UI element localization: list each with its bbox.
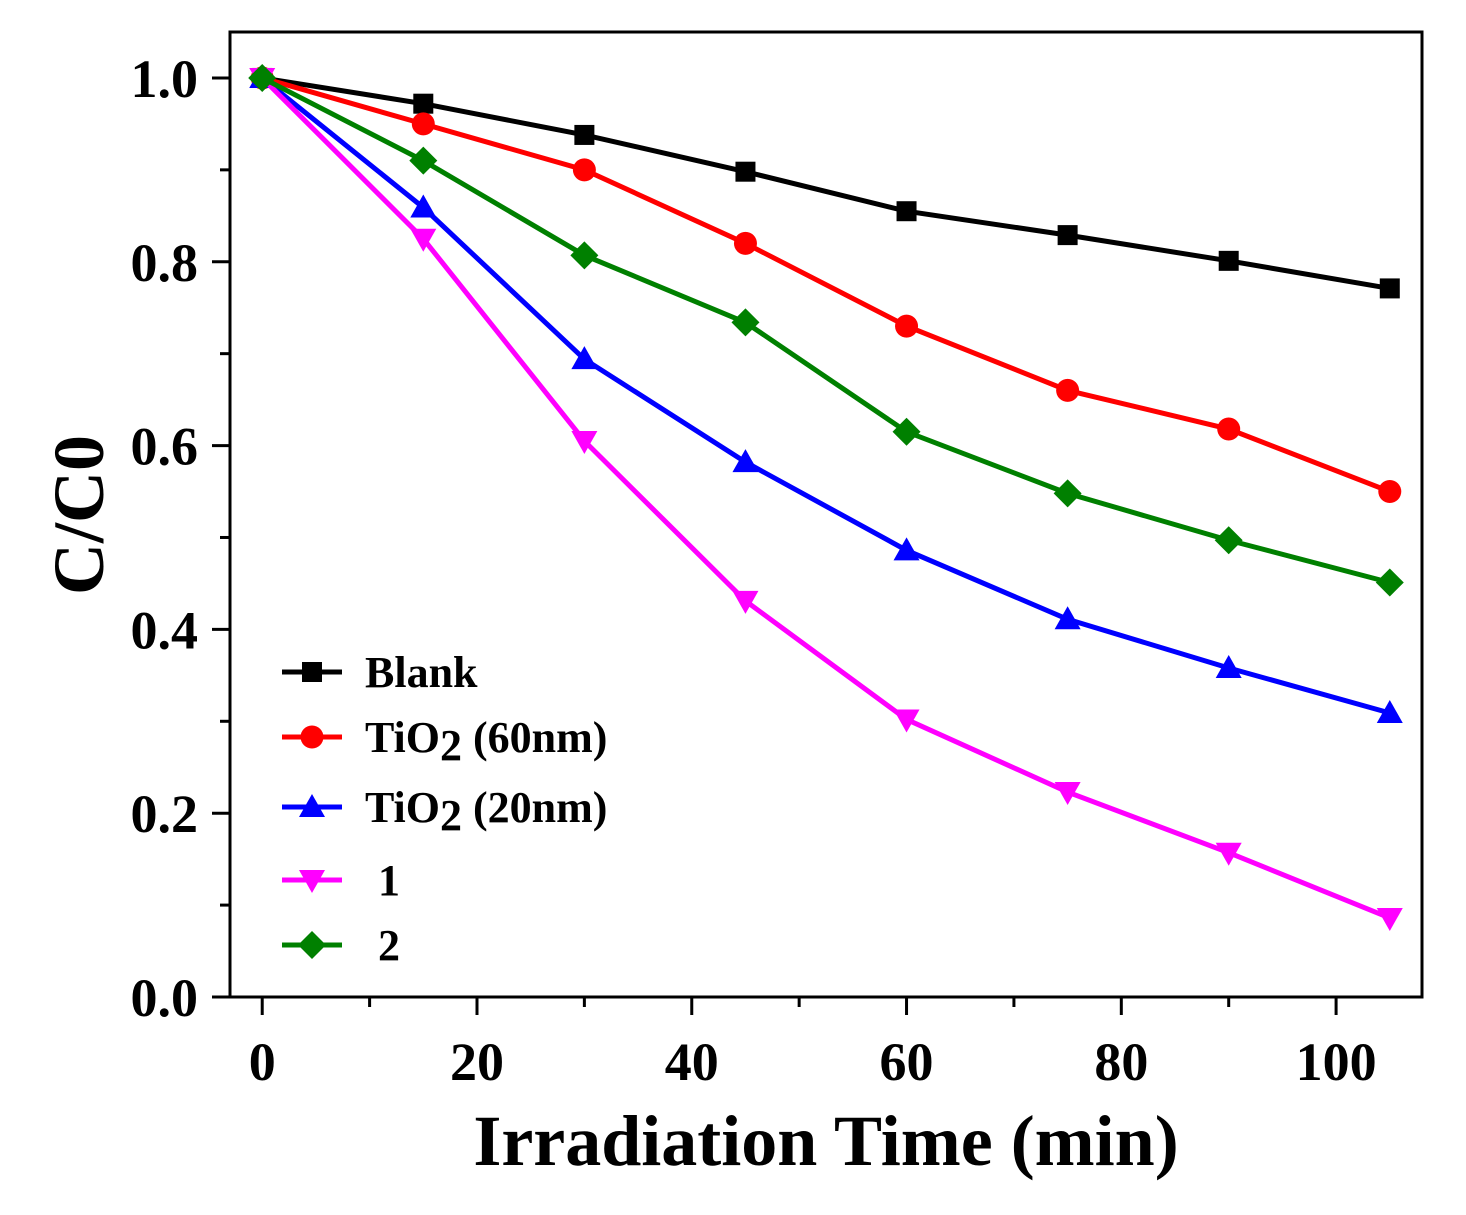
x-tick-label: 60 [880, 1032, 934, 1092]
data-point-diamond [298, 931, 326, 959]
legend-item: Blank [282, 648, 478, 697]
data-point-square [302, 662, 322, 682]
data-point-triangle-down [1054, 782, 1081, 806]
data-point-square [413, 93, 434, 114]
legend-label: Blank [365, 648, 478, 697]
data-point-triangle-down [299, 870, 325, 893]
x-tick-label: 20 [450, 1032, 504, 1092]
series-line [261, 75, 1391, 291]
data-point-triangle [1215, 654, 1242, 678]
legend-label: 2 [378, 921, 400, 970]
data-point-triangle [1376, 700, 1403, 724]
subscript: 2 [440, 791, 462, 840]
data-point-triangle-down [571, 430, 598, 454]
data-point-square [1057, 225, 1078, 246]
series-blank [252, 67, 1400, 299]
y-tick-label: 0.8 [131, 233, 199, 293]
series-line [261, 75, 1391, 494]
data-point-diamond [731, 308, 760, 337]
y-tick-label: 1.0 [131, 49, 199, 109]
series-line [261, 75, 1391, 585]
legend-item: TiO2 (60nm) [282, 713, 607, 770]
data-point-triangle [299, 794, 325, 817]
data-point-diamond [1375, 568, 1404, 597]
y-tick-label: 0.6 [131, 417, 199, 477]
axis-ticks: 0 20 40 60 80 100 0.0 0.2 0.4 0.6 0.8 1.0 [131, 49, 1377, 1092]
y-tick-label: 0.2 [131, 784, 199, 844]
data-point-triangle-down [893, 709, 920, 733]
data-point-diamond [409, 146, 438, 175]
x-axis-label: Irradiation Time (min) [473, 1101, 1178, 1181]
series-line [260, 76, 1391, 716]
data-point-circle [300, 725, 324, 749]
data-point-square [896, 201, 917, 222]
data-point-triangle-down [1215, 842, 1242, 866]
data-point-triangle-down [1376, 907, 1403, 931]
y-axis-label: C/C0 [39, 435, 119, 595]
subscript: 2 [440, 721, 462, 770]
data-point-triangle [571, 346, 598, 370]
data-point-square [1218, 250, 1239, 271]
data-point-circle [1217, 417, 1241, 441]
plot-frame [228, 30, 1424, 999]
data-point-triangle [1054, 606, 1081, 630]
y-tick-label: 0.4 [131, 600, 199, 660]
data-point-triangle [410, 194, 437, 218]
data-point-circle [895, 314, 919, 338]
data-point-triangle [732, 449, 759, 473]
data-point-circle [411, 112, 435, 136]
y-tick-label: 0.0 [131, 968, 199, 1028]
data-point-circle [572, 158, 596, 182]
data-point-diamond [1053, 479, 1082, 508]
data-point-triangle-down [410, 228, 437, 252]
data-point-circle [1378, 480, 1402, 504]
series-group [248, 63, 1404, 931]
legend-item: TiO2 (20nm) [282, 783, 607, 840]
x-tick-label: 0 [249, 1032, 276, 1092]
legend-label: TiO2 (20nm) [365, 783, 607, 840]
data-point-diamond [570, 241, 599, 270]
data-point-triangle [893, 537, 920, 561]
series-line [260, 76, 1391, 921]
x-tick-label: 100 [1296, 1032, 1377, 1092]
data-point-square [735, 161, 756, 182]
legend-item: 1 [282, 856, 400, 905]
series-2 [248, 63, 1404, 597]
legend-item: 2 [282, 921, 400, 970]
x-tick-label: 80 [1094, 1032, 1148, 1092]
x-tick-label: 40 [665, 1032, 719, 1092]
data-point-square [1379, 278, 1400, 299]
data-point-triangle-down [732, 590, 759, 614]
series-tio2-60nm- [250, 66, 1402, 504]
data-point-diamond [248, 63, 277, 92]
data-point-diamond [1214, 526, 1243, 555]
data-point-square [574, 124, 595, 145]
data-point-circle [1056, 378, 1080, 402]
data-point-circle [733, 231, 757, 255]
legend-label: 1 [378, 856, 400, 905]
data-point-diamond [892, 417, 921, 446]
legend-label: TiO2 (60nm) [365, 713, 607, 770]
